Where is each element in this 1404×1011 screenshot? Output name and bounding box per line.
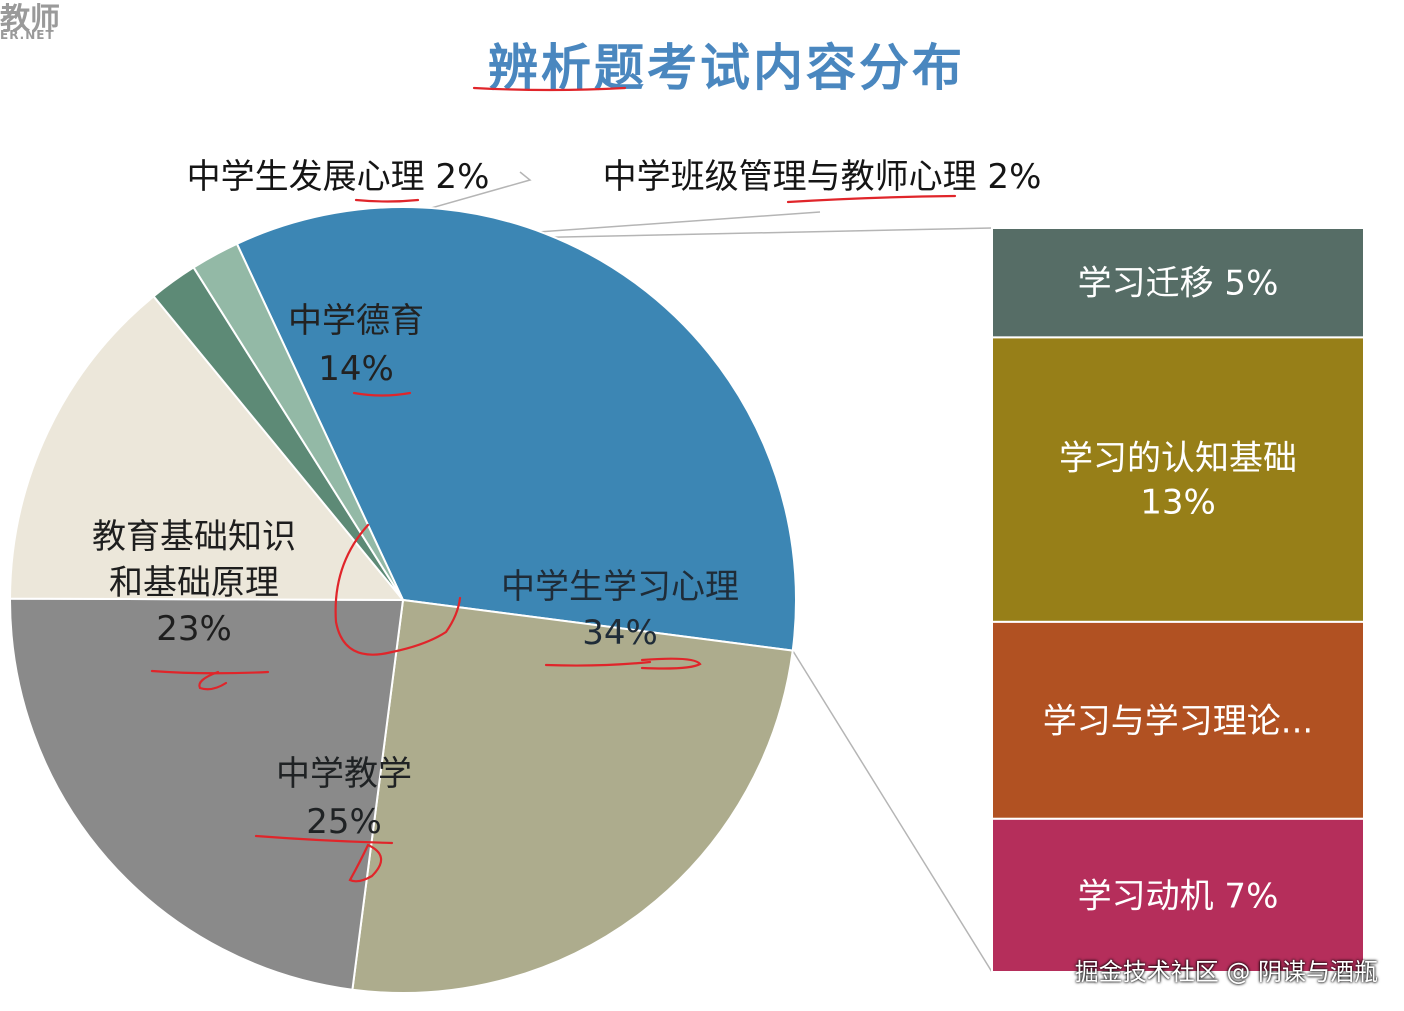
- slice-label: 25%: [306, 802, 382, 842]
- slice-label: 中学班级管理与教师心理 2%: [603, 157, 1042, 197]
- breakdown-segment: [991, 336, 1365, 623]
- breakdown-label: 学习与学习理论...: [1043, 701, 1313, 741]
- slice-label: 中学生学习心理: [501, 567, 739, 607]
- breakdown-label: 学习迁移 5%: [1078, 264, 1279, 304]
- slice-中学生学习心理: [235, 206, 797, 652]
- logo-subtext: ER.NET: [0, 28, 55, 42]
- handwritten-annotations: [150, 86, 957, 883]
- slice-中学德育: [8, 294, 406, 602]
- watermark: 掘金技术社区 @ 阴谋与酒瓶: [1074, 958, 1378, 986]
- breakdown-connector: [792, 650, 993, 973]
- slice-label: 和基础原理: [109, 563, 279, 603]
- slice-教育基础知识和基础原理: [9, 597, 405, 991]
- breakdown-label: 学习动机 7%: [1078, 876, 1279, 916]
- breakdown-segment: [991, 227, 1365, 339]
- slice-label: 23%: [156, 609, 232, 649]
- slice-label: 中学德育: [288, 301, 424, 341]
- breakdown-label: 学习的认知基础: [1059, 439, 1297, 479]
- slice-中学教学: [351, 598, 794, 994]
- slice-label: 14%: [318, 349, 394, 389]
- breakdown-segment: [991, 817, 1365, 974]
- breakdown-label: 13%: [1140, 483, 1216, 523]
- logo: 教师: [0, 2, 60, 37]
- slice-label: 34%: [582, 613, 658, 653]
- chart-title: 辨析题考试内容分布: [488, 39, 965, 97]
- slice-label: 中学生发展心理 2%: [187, 157, 490, 197]
- slice-label: 中学教学: [276, 754, 412, 794]
- slice-label: 教育基础知识: [92, 517, 296, 557]
- breakdown-segment: [991, 620, 1365, 820]
- slice-中学班级管理与教师心理: [192, 242, 404, 601]
